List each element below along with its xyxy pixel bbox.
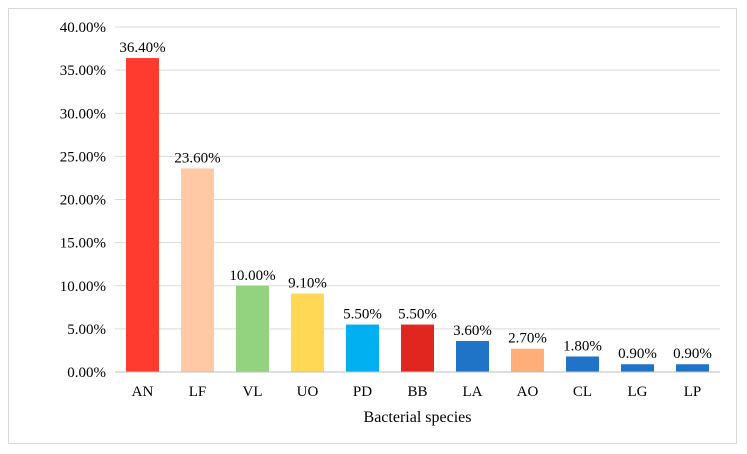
data-label-lg: 0.90%: [618, 346, 657, 362]
y-tick-label: 40.00%: [60, 20, 106, 36]
bar-lp: [676, 364, 709, 372]
y-tick-label: 10.00%: [60, 279, 106, 295]
bar-ao: [511, 348, 544, 372]
x-tick-label-an: AN: [132, 384, 154, 400]
x-tick-label-cl: CL: [573, 384, 592, 400]
bar-uo: [291, 293, 324, 372]
y-tick-label: 15.00%: [60, 236, 106, 252]
data-label-an: 36.40%: [119, 40, 165, 56]
bar-la: [456, 340, 489, 372]
y-tick-label: 30.00%: [60, 106, 106, 122]
y-tick-label: 5.00%: [67, 322, 106, 338]
data-label-vl: 10.00%: [229, 268, 275, 284]
data-label-lf: 23.60%: [174, 150, 220, 166]
x-tick-label-bb: BB: [407, 384, 427, 400]
data-label-pd: 5.50%: [343, 307, 382, 323]
x-tick-label-uo: UO: [297, 384, 319, 400]
x-tick-label-la: LA: [463, 384, 483, 400]
gridlines: [115, 26, 720, 330]
bar-pd: [346, 324, 379, 372]
x-tick-label-ao: AO: [517, 384, 539, 400]
bar-bb: [401, 324, 434, 372]
y-axis-tick-labels: 0.00% 5.00% 10.00% 15.00% 20.00% 25.00% 30.00%…: [60, 20, 106, 381]
y-tick-label: 25.00%: [60, 149, 106, 165]
x-tick-label-vl: VL: [243, 384, 263, 400]
data-label-lp: 0.90%: [673, 346, 712, 362]
bar-lg: [621, 364, 654, 372]
x-tick-label-lf: LF: [189, 384, 207, 400]
bar-lf: [181, 168, 214, 372]
x-axis-tick-labels: AN LF VL UO PD BB LA AO CL LG LP: [132, 384, 702, 400]
data-label-uo: 9.10%: [288, 276, 327, 292]
x-tick-label-pd: PD: [353, 384, 372, 400]
y-tick-label: 35.00%: [60, 63, 106, 79]
bar-an: [126, 58, 159, 373]
x-tick-label-lg: LG: [628, 384, 648, 400]
data-label-cl: 1.80%: [563, 338, 602, 354]
x-tick-label-lp: LP: [684, 384, 702, 400]
y-tick-label: 20.00%: [60, 193, 106, 209]
x-axis-title: Bacterial species: [364, 409, 472, 426]
data-label-la: 3.60%: [453, 323, 492, 339]
bar-cl: [566, 356, 599, 372]
data-label-ao: 2.70%: [508, 331, 547, 347]
data-labels: 36.40% 23.60% 10.00% 9.10% 5.50% 5.50% 3.60% 2.…: [119, 40, 712, 362]
bars: [126, 58, 709, 373]
data-label-bb: 5.50%: [398, 307, 437, 323]
y-tick-label: 0.00%: [67, 365, 106, 381]
bar-vl: [236, 285, 269, 372]
